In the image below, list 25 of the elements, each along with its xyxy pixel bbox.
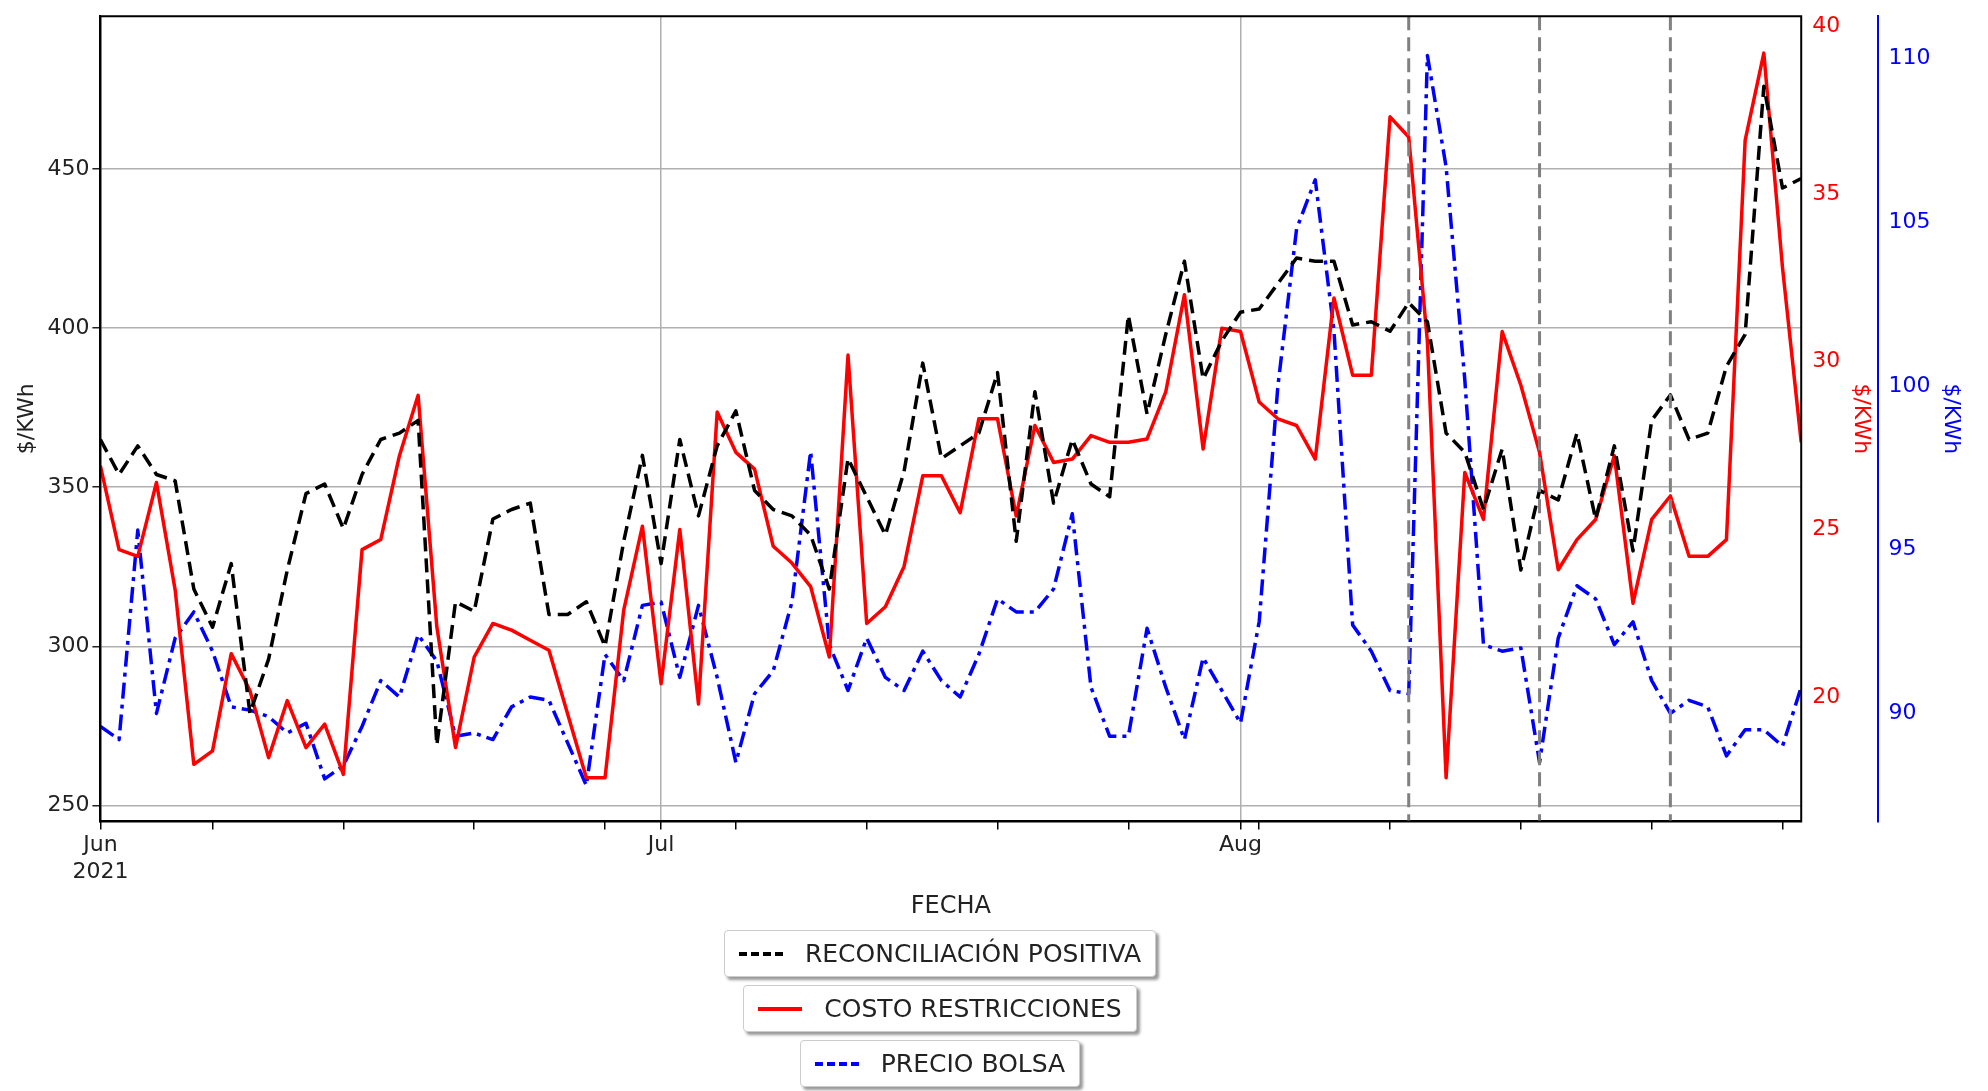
y2-tick-label: 30 <box>1812 347 1841 373</box>
legend-label: PRECIO BOLSA <box>880 1049 1066 1078</box>
y3-tick-label: 90 <box>1888 699 1917 725</box>
y2-tick-label: 20 <box>1812 682 1841 708</box>
y3-axis-title: $/KWh <box>1940 383 1966 455</box>
y-tick-label: 350 <box>47 472 90 498</box>
y-tick-label: 400 <box>47 313 90 339</box>
y2-tick-label: 35 <box>1812 179 1841 205</box>
y3-tick-label: 110 <box>1888 44 1931 70</box>
y-axis-title: $/KWh <box>12 383 38 455</box>
y3-tick-label: 95 <box>1888 535 1917 561</box>
y3-tick-label: 105 <box>1888 208 1931 234</box>
y2-tick-label: 25 <box>1812 515 1841 541</box>
x-tick-label: Jun 2021 <box>72 831 129 883</box>
legend-label: RECONCILIACIÓN POSITIVA <box>804 939 1142 968</box>
y3-tick-label: 100 <box>1888 371 1931 397</box>
legend-label: COSTO RESTRICCIONES <box>824 994 1122 1023</box>
y2-axis-title: $/KWh <box>1849 383 1875 455</box>
y-tick-label: 300 <box>47 632 90 658</box>
x-axis-title: FECHA <box>910 890 992 919</box>
y-tick-label: 250 <box>47 791 90 817</box>
x-tick-label: Aug <box>1219 831 1262 857</box>
y2-tick-label: 40 <box>1812 11 1841 37</box>
y-tick-label: 450 <box>47 154 90 180</box>
x-tick-label: Jul <box>645 831 675 857</box>
